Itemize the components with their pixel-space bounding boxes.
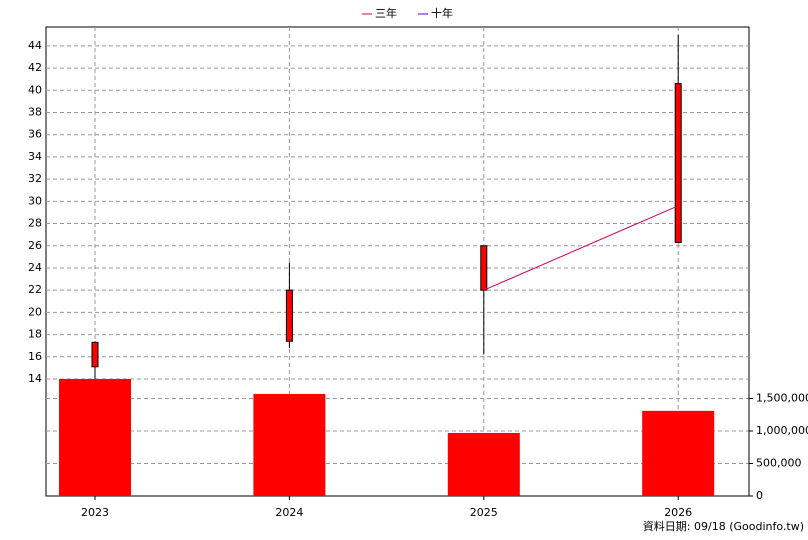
footer: 資料日期: 09/18 (Goodinfo.tw)	[643, 519, 804, 533]
y2-tick-label: 1,500,000	[756, 392, 808, 405]
y-tick-label: 36	[28, 128, 42, 141]
volume-bar	[59, 379, 131, 496]
x-tick-label: 2024	[275, 506, 303, 519]
y-tick-label: 40	[28, 83, 42, 96]
y-tick-label: 32	[28, 172, 42, 185]
candle-body	[480, 245, 488, 291]
y-tick-label: 30	[28, 194, 42, 207]
x-tick-label: 2025	[470, 506, 498, 519]
volume-bar	[253, 393, 326, 496]
candle-body	[674, 83, 682, 243]
ma-line	[483, 205, 679, 291]
y2-tick-label: 1,000,000	[756, 424, 808, 437]
x-tick-label: 2026	[664, 506, 692, 519]
candle-body	[91, 341, 99, 368]
legend-label: 十年	[431, 6, 453, 20]
y2-tick-label: 500,000	[756, 457, 802, 470]
y-tick-label: 24	[28, 261, 42, 274]
y-tick-label: 28	[28, 217, 42, 230]
x-tick-label: 2023	[81, 506, 109, 519]
y-tick-label: 16	[28, 350, 42, 363]
y2-tick-label: 0	[756, 489, 763, 502]
legend-label: 三年	[375, 6, 397, 20]
y-tick-label: 14	[28, 372, 42, 385]
y-tick-label: 44	[28, 39, 42, 52]
plot-frame	[45, 26, 750, 497]
candle-body	[285, 289, 293, 342]
y-tick-label: 34	[28, 150, 42, 163]
volume-bar	[642, 410, 715, 496]
y-tick-label: 18	[28, 328, 42, 341]
y-tick-label: 38	[28, 106, 42, 119]
volume-bar	[447, 432, 520, 496]
y-tick-label: 26	[28, 239, 42, 252]
y-tick-label: 42	[28, 61, 42, 74]
y-tick-label: 22	[28, 283, 42, 296]
y-tick-label: 20	[28, 305, 42, 318]
